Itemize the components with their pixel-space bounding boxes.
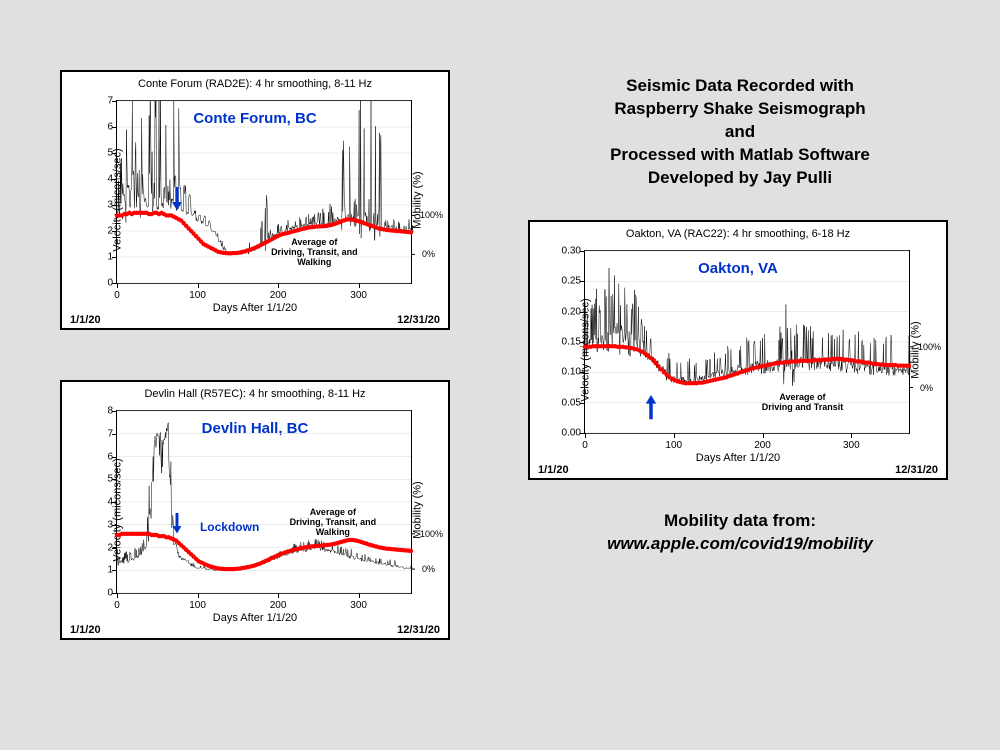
date-end: 12/31/20 — [397, 624, 440, 636]
header-line-4: Processed with Matlab Software — [610, 145, 870, 164]
plot-svg — [117, 411, 411, 593]
footer-label: Mobility data from: — [664, 511, 816, 530]
x-axis-label: Days After 1/1/20 — [530, 452, 946, 464]
plot-area: 010020030001234567100%0%Average ofDrivin… — [116, 100, 412, 284]
lockdown-label: Lockdown — [200, 520, 259, 534]
plot-area: 0100200300012345678100%0%Average ofDrivi… — [116, 410, 412, 594]
x-axis-label: Days After 1/1/20 — [62, 612, 448, 624]
chart-title: Oakton, VA (RAC22): 4 hr smoothing, 6-18… — [530, 228, 946, 240]
chart-oakton-va: Oakton, VA (RAC22): 4 hr smoothing, 6-18… — [528, 220, 948, 480]
footer-source: www.apple.com/covid19/mobility — [607, 534, 873, 553]
header-line-1: Seismic Data Recorded with — [626, 76, 854, 95]
header-line-5: Developed by Jay Pulli — [648, 168, 832, 187]
annotation-label: Average ofDriving, Transit, and Walking — [273, 508, 393, 538]
footer-text: Mobility data from: www.apple.com/covid1… — [520, 510, 960, 556]
arrow-down-icon — [169, 513, 185, 533]
chart-conte-forum: Conte Forum (RAD2E): 4 hr smoothing, 8-1… — [60, 70, 450, 330]
annotation-label: Average ofDriving and Transit — [742, 393, 862, 413]
header-line-2: Raspberry Shake Seismograph — [614, 99, 865, 118]
date-start: 1/1/20 — [538, 464, 569, 476]
header-line-3: and — [725, 122, 755, 141]
date-end: 12/31/20 — [397, 314, 440, 326]
annotation-label: Average ofDriving, Transit, and Walking — [254, 238, 374, 268]
date-start: 1/1/20 — [70, 314, 101, 326]
date-start: 1/1/20 — [70, 624, 101, 636]
chart-title: Devlin Hall (R57EC): 4 hr smoothing, 8-1… — [62, 388, 448, 400]
slide: Seismic Data Recorded with Raspberry Sha… — [0, 0, 1000, 750]
header-text: Seismic Data Recorded with Raspberry Sha… — [520, 75, 960, 190]
plot-area: 01002003000.000.050.100.150.200.250.3010… — [584, 250, 910, 434]
arrow-down-icon — [169, 187, 185, 210]
arrow-up-icon — [643, 395, 659, 419]
x-axis-label: Days After 1/1/20 — [62, 302, 448, 314]
chart-devlin-hall: Devlin Hall (R57EC): 4 hr smoothing, 8-1… — [60, 380, 450, 640]
chart-title: Conte Forum (RAD2E): 4 hr smoothing, 8-1… — [62, 78, 448, 90]
date-end: 12/31/20 — [895, 464, 938, 476]
